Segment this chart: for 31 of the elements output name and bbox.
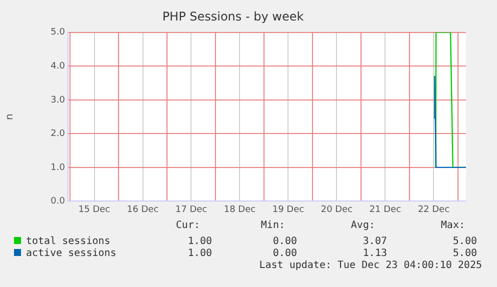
y-tick-label: 0.0 — [50, 196, 66, 207]
text: 1.00 — [188, 236, 212, 247]
text: Min: — [260, 220, 285, 231]
text: Avg: — [350, 220, 375, 231]
x-tick-label: 20 Dec — [320, 204, 353, 215]
legend-label: active sessions — [25, 248, 116, 259]
legend-label: total sessions — [25, 236, 110, 247]
text: 0.00 — [272, 236, 297, 247]
x-tick-label: 17 Dec — [175, 204, 208, 215]
text: 3.07 — [362, 236, 387, 247]
text: 0.00 — [272, 248, 297, 259]
text: 1.00 — [188, 248, 212, 259]
y-tick-label: 2.0 — [50, 129, 66, 140]
x-tick-label: 16 Dec — [126, 204, 159, 215]
text: 5.00 — [452, 248, 477, 259]
x-tick-label: 21 Dec — [369, 204, 402, 215]
x-tick-label: 22 Dec — [418, 204, 450, 215]
y-tick-label: 3.0 — [50, 95, 66, 106]
y-axis-title: n — [4, 114, 16, 120]
x-tick-label: 19 Dec — [272, 204, 304, 215]
y-tick-label: 4.0 — [50, 62, 66, 72]
text: 5.00 — [452, 236, 477, 247]
y-tick-label: 5.0 — [50, 28, 66, 38]
chart-title: PHP Sessions - by week — [162, 9, 304, 24]
x-tick-label: 15 Dec — [78, 204, 110, 215]
text: Last update: Tue Dec 23 04:00:10 2025 — [259, 260, 482, 271]
text: Max: — [440, 220, 465, 231]
text: 1.13 — [362, 248, 387, 259]
x-tick-label: 18 Dec — [224, 204, 256, 215]
y-tick-label: 1.0 — [50, 162, 66, 173]
text: Cur: — [176, 220, 200, 231]
